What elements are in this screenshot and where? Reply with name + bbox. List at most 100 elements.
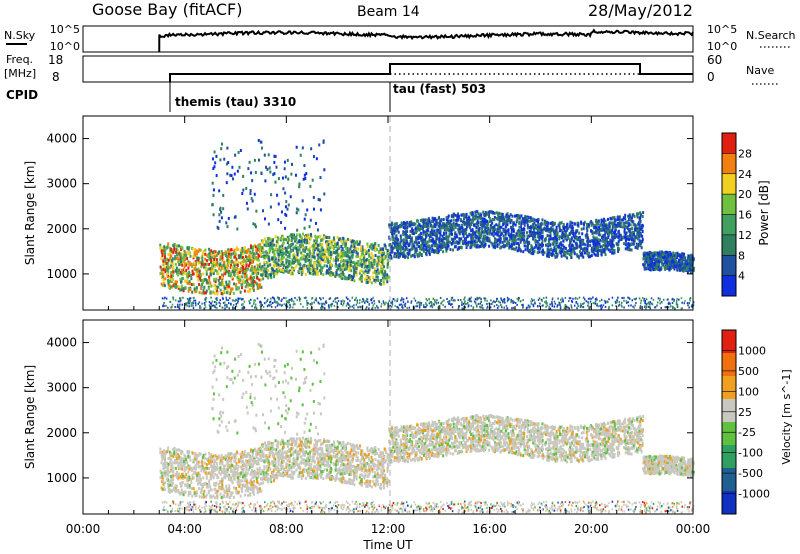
power-echo bbox=[237, 277, 240, 281]
power-echo bbox=[526, 215, 529, 219]
power-echo bbox=[255, 273, 258, 277]
power-echo bbox=[493, 240, 496, 244]
power-echo bbox=[360, 245, 363, 249]
power-echo bbox=[520, 214, 523, 218]
power-echo bbox=[547, 234, 550, 238]
power-echo bbox=[477, 224, 480, 228]
power-echo bbox=[177, 244, 180, 248]
power-echo bbox=[265, 255, 268, 259]
power-echo bbox=[667, 260, 670, 264]
power-echo bbox=[188, 263, 191, 267]
power-echo bbox=[170, 261, 173, 265]
power-echo bbox=[673, 264, 676, 268]
power-echo bbox=[207, 287, 210, 291]
power-echo bbox=[656, 304, 658, 307]
power-echo bbox=[623, 229, 626, 233]
power-echo bbox=[418, 223, 421, 227]
power-echo bbox=[223, 263, 226, 267]
power-echo bbox=[348, 261, 351, 265]
power-echo bbox=[205, 279, 208, 283]
power-echo bbox=[520, 227, 523, 231]
power-echo bbox=[415, 247, 418, 251]
power-echo bbox=[273, 269, 276, 273]
power-echo bbox=[281, 244, 284, 248]
power-echo bbox=[528, 248, 531, 252]
power-echo bbox=[219, 288, 222, 292]
power-echo bbox=[434, 250, 437, 254]
power-echo bbox=[518, 243, 521, 247]
power-echo bbox=[288, 255, 291, 259]
power-echo bbox=[349, 258, 352, 262]
power-echo bbox=[422, 230, 425, 234]
power-echo bbox=[286, 255, 289, 259]
power-echo bbox=[262, 277, 265, 281]
power-echo bbox=[489, 210, 492, 214]
power-echo bbox=[523, 221, 526, 225]
power-echo bbox=[282, 238, 285, 242]
power-echo bbox=[279, 236, 282, 240]
power-echo bbox=[210, 249, 213, 253]
power-echo bbox=[166, 257, 169, 261]
power-echo bbox=[414, 247, 417, 251]
power-echo bbox=[373, 299, 375, 302]
power-echo bbox=[569, 242, 572, 246]
power-echo bbox=[342, 304, 344, 307]
power-echo bbox=[537, 220, 540, 224]
power-echo bbox=[184, 262, 187, 266]
power-echo bbox=[180, 288, 183, 292]
power-echo bbox=[546, 247, 549, 251]
power-echo bbox=[680, 268, 683, 272]
power-echo bbox=[632, 230, 635, 234]
power-echo bbox=[471, 243, 474, 247]
power-echo bbox=[477, 236, 480, 240]
power-echo bbox=[550, 226, 553, 230]
power-echo bbox=[491, 217, 494, 221]
power-echo bbox=[617, 250, 620, 254]
power-echo bbox=[441, 241, 444, 245]
power-echo bbox=[399, 247, 402, 251]
power-echo bbox=[510, 218, 513, 222]
power-echo bbox=[295, 233, 298, 237]
power-echo bbox=[395, 255, 398, 259]
power-echo bbox=[262, 240, 265, 244]
power-echo bbox=[291, 242, 294, 246]
power-echo bbox=[672, 265, 675, 269]
power-echo bbox=[211, 269, 214, 273]
power-echo bbox=[200, 265, 203, 269]
power-echo bbox=[248, 277, 251, 281]
power-echo bbox=[598, 242, 601, 246]
power-echo bbox=[325, 271, 328, 275]
power-echo bbox=[239, 290, 242, 294]
power-echo bbox=[265, 267, 268, 271]
power-echo bbox=[433, 229, 436, 233]
power-echo bbox=[203, 285, 206, 289]
power-echo bbox=[422, 243, 425, 247]
power-echo bbox=[267, 244, 270, 248]
power-echo bbox=[242, 279, 245, 283]
power-echo bbox=[586, 241, 589, 245]
power-echo bbox=[570, 306, 573, 309]
power-echo bbox=[555, 243, 558, 247]
power-echo bbox=[362, 256, 365, 260]
power-echo bbox=[589, 300, 592, 303]
power-echo bbox=[540, 241, 543, 245]
power-echo bbox=[652, 268, 655, 272]
power-echo bbox=[692, 268, 695, 272]
power-echo bbox=[539, 223, 542, 227]
power-echo bbox=[306, 238, 309, 242]
power-echo bbox=[494, 237, 497, 241]
power-echo bbox=[461, 226, 464, 230]
power-echo bbox=[363, 272, 366, 276]
power-echo bbox=[233, 307, 235, 310]
power-echo bbox=[349, 260, 352, 264]
power-echo bbox=[479, 244, 482, 248]
power-echo bbox=[481, 219, 484, 223]
power-echo bbox=[195, 254, 198, 258]
power-echo bbox=[349, 263, 352, 267]
power-echo bbox=[349, 238, 352, 242]
power-echo bbox=[455, 222, 458, 226]
power-echo bbox=[163, 260, 166, 264]
power-echo bbox=[504, 219, 507, 223]
power-echo bbox=[438, 239, 441, 243]
power-echo bbox=[415, 236, 418, 240]
